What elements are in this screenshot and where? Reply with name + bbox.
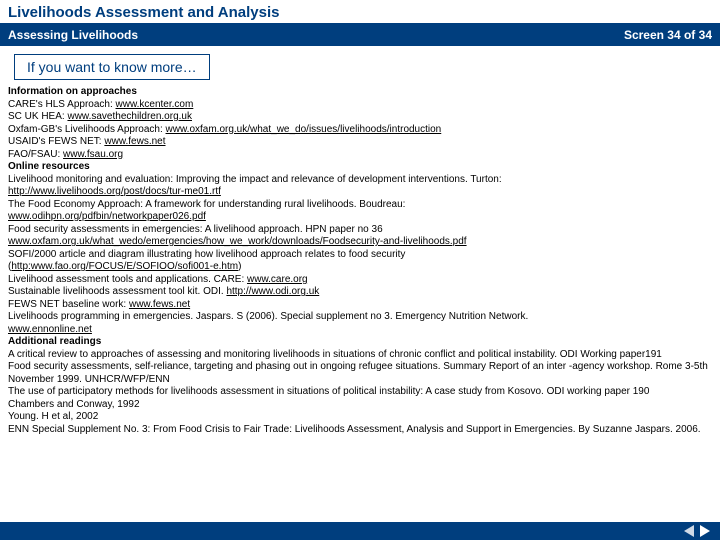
subtitle: Assessing Livelihoods bbox=[8, 28, 138, 42]
next-button[interactable] bbox=[700, 525, 710, 537]
screen-count: Screen 34 of 34 bbox=[624, 28, 712, 42]
online-text: Livelihoods programming in emergencies. … bbox=[8, 311, 528, 322]
content-area: Information on approaches CARE's HLS App… bbox=[0, 86, 720, 436]
online-link[interactable]: www.oxfam.org.uk/what_wedo/emergencies/h… bbox=[8, 236, 467, 247]
reading-text: A critical review to approaches of asses… bbox=[8, 349, 662, 360]
approach-link[interactable]: www.fsau.org bbox=[63, 149, 123, 160]
readings-heading: Additional readings bbox=[8, 336, 101, 347]
reading-text: Young. H et al, 2002 bbox=[8, 411, 98, 422]
online-text: SOFI/2000 article and diagram illustrati… bbox=[8, 249, 405, 260]
header-bar: Assessing Livelihoods Screen 34 of 34 bbox=[0, 24, 720, 46]
approach-link[interactable]: www.oxfam.org.uk/what_we_do/issues/livel… bbox=[166, 124, 442, 135]
online-text: Livelihood assessment tools and applicat… bbox=[8, 274, 247, 285]
prev-button[interactable] bbox=[684, 525, 694, 537]
approach-label: CARE's HLS Approach: bbox=[8, 99, 116, 110]
approach-link[interactable]: www.savethechildren.org.uk bbox=[67, 111, 192, 122]
callout-box: If you want to know more… bbox=[14, 54, 210, 80]
online-link[interactable]: www.care.org bbox=[247, 274, 308, 285]
page-title: Livelihoods Assessment and Analysis bbox=[0, 0, 720, 24]
online-text: Food security assessments in emergencies… bbox=[8, 224, 383, 235]
online-heading: Online resources bbox=[8, 161, 90, 172]
reading-text: The use of participatory methods for liv… bbox=[8, 386, 649, 397]
approach-label: Oxfam-GB's Livelihoods Approach: bbox=[8, 124, 166, 135]
approach-label: FAO/FSAU: bbox=[8, 149, 63, 160]
approaches-heading: Information on approaches bbox=[8, 86, 137, 97]
paren: ) bbox=[238, 261, 241, 272]
online-text: FEWS NET baseline work: bbox=[8, 299, 129, 310]
online-link[interactable]: www.fews.net bbox=[129, 299, 190, 310]
online-text: Sustainable livelihoods assessment tool … bbox=[8, 286, 226, 297]
reading-text: Chambers and Conway, 1992 bbox=[8, 399, 140, 410]
reading-text: Food security assessments, self-reliance… bbox=[8, 361, 708, 385]
approach-link[interactable]: www.kcenter.com bbox=[116, 99, 194, 110]
approach-label: SC UK HEA: bbox=[8, 111, 67, 122]
online-link[interactable]: www.ennonline.net bbox=[8, 324, 92, 335]
online-text: Livelihood monitoring and evaluation: Im… bbox=[8, 174, 502, 185]
online-text: The Food Economy Approach: A framework f… bbox=[8, 199, 405, 210]
approach-link[interactable]: www.fews.net bbox=[104, 136, 165, 147]
online-link[interactable]: http://www.odi.org.uk bbox=[226, 286, 319, 297]
bottom-bar bbox=[0, 522, 720, 540]
online-link[interactable]: http://www.livelihoods.org/post/docs/tur… bbox=[8, 186, 221, 197]
reading-text: ENN Special Supplement No. 3: From Food … bbox=[8, 424, 701, 435]
online-link[interactable]: http:www.fao.org/FOCUS/E/SOFIOO/sofi001-… bbox=[11, 261, 238, 272]
approach-label: USAID's FEWS NET: bbox=[8, 136, 104, 147]
online-link[interactable]: www.odihpn.org/pdfbin/networkpaper026.pd… bbox=[8, 211, 206, 222]
